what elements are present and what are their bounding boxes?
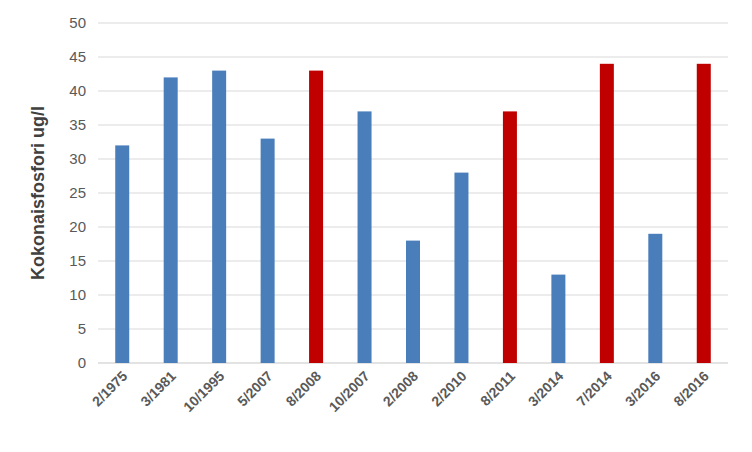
bar bbox=[115, 145, 129, 363]
grid-line bbox=[98, 91, 728, 92]
x-tick-label: 7/2014 bbox=[573, 368, 615, 410]
grid-line bbox=[98, 125, 728, 126]
x-tick-label: 2/2010 bbox=[428, 368, 470, 410]
grid bbox=[98, 23, 728, 363]
bar bbox=[261, 139, 275, 363]
grid-line bbox=[98, 23, 728, 24]
y-tick-label: 10 bbox=[69, 286, 86, 303]
bar bbox=[164, 77, 178, 363]
x-tick-label: 5/2007 bbox=[234, 368, 276, 410]
bar bbox=[309, 71, 323, 363]
y-tick-label: 25 bbox=[69, 184, 86, 201]
chart: 0 5 10 15 20 25 30 35 40 45 50 2/19753/198110/19955… bbox=[0, 0, 752, 452]
y-tick-label: 50 bbox=[69, 14, 86, 31]
grid-line bbox=[98, 57, 728, 58]
y-tick-label: 30 bbox=[69, 150, 86, 167]
bars bbox=[115, 64, 711, 363]
bar bbox=[212, 71, 226, 363]
y-tick-label: 35 bbox=[69, 116, 86, 133]
bar bbox=[406, 241, 420, 363]
x-tick-label: 2/1975 bbox=[89, 368, 131, 410]
x-tick-label: 3/2016 bbox=[622, 368, 664, 410]
y-tick-label: 45 bbox=[69, 48, 86, 65]
y-tick-label: 0 bbox=[78, 354, 86, 371]
y-tick-label: 5 bbox=[78, 320, 86, 337]
x-tick-label: 8/2008 bbox=[283, 368, 325, 410]
bar bbox=[648, 234, 662, 363]
x-tick-label: 3/1981 bbox=[137, 368, 179, 410]
x-tick-label: 8/2011 bbox=[477, 368, 518, 409]
x-tick-label: 10/2007 bbox=[326, 368, 373, 415]
x-tick-label: 10/1995 bbox=[180, 368, 227, 415]
bar bbox=[600, 64, 614, 363]
bar bbox=[454, 173, 468, 363]
bar bbox=[551, 275, 565, 363]
grid-line bbox=[98, 193, 728, 194]
x-tick-label: 3/2014 bbox=[525, 368, 567, 410]
y-tick-label: 40 bbox=[69, 82, 86, 99]
x-tick-label: 8/2016 bbox=[670, 368, 712, 410]
y-tick-label: 20 bbox=[69, 218, 86, 235]
bar bbox=[358, 111, 372, 363]
grid-line bbox=[98, 227, 728, 228]
y-tick-label: 15 bbox=[69, 252, 86, 269]
bar bbox=[503, 111, 517, 363]
x-tick-label: 2/2008 bbox=[380, 368, 422, 410]
bar bbox=[697, 64, 711, 363]
grid-line bbox=[98, 159, 728, 160]
y-axis-title: Kokonaisfosfori ug/l bbox=[28, 106, 48, 280]
